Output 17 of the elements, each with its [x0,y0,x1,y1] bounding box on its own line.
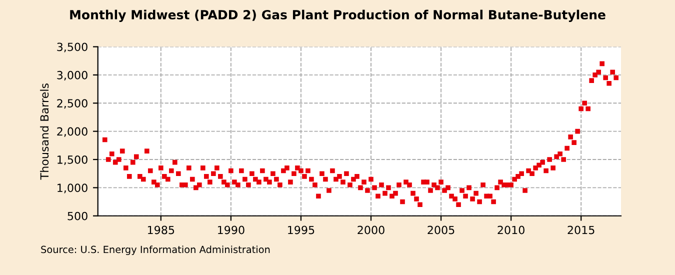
x-tick-label: 1985 [148,226,174,234]
y-tick-label: 3,000 [57,70,88,80]
y-tick-label: 2,000 [57,127,88,137]
chart-title: Monthly Midwest (PADD 2) Gas Plant Production of Normal Butane-Butylene [70,10,606,22]
y-tick-label: 1,000 [58,184,88,194]
x-tick-label: 2010 [498,226,524,234]
y-tick-label: 500 [68,212,88,220]
y-tick-label: 3,500 [57,42,88,52]
y-axis-title: Thousand Barrels [40,83,49,180]
source-note: Source: U.S. Energy Information Administration [41,246,270,256]
x-tick-label: 2000 [358,226,384,234]
x-tick-label: 2005 [428,226,454,234]
x-tick-label: 1995 [288,226,314,234]
x-tick-label: 1990 [218,226,244,234]
y-tick-label: 1,500 [58,155,88,166]
y-tick-label: 2,500 [57,99,88,109]
x-tick-label: 2015 [568,226,594,234]
